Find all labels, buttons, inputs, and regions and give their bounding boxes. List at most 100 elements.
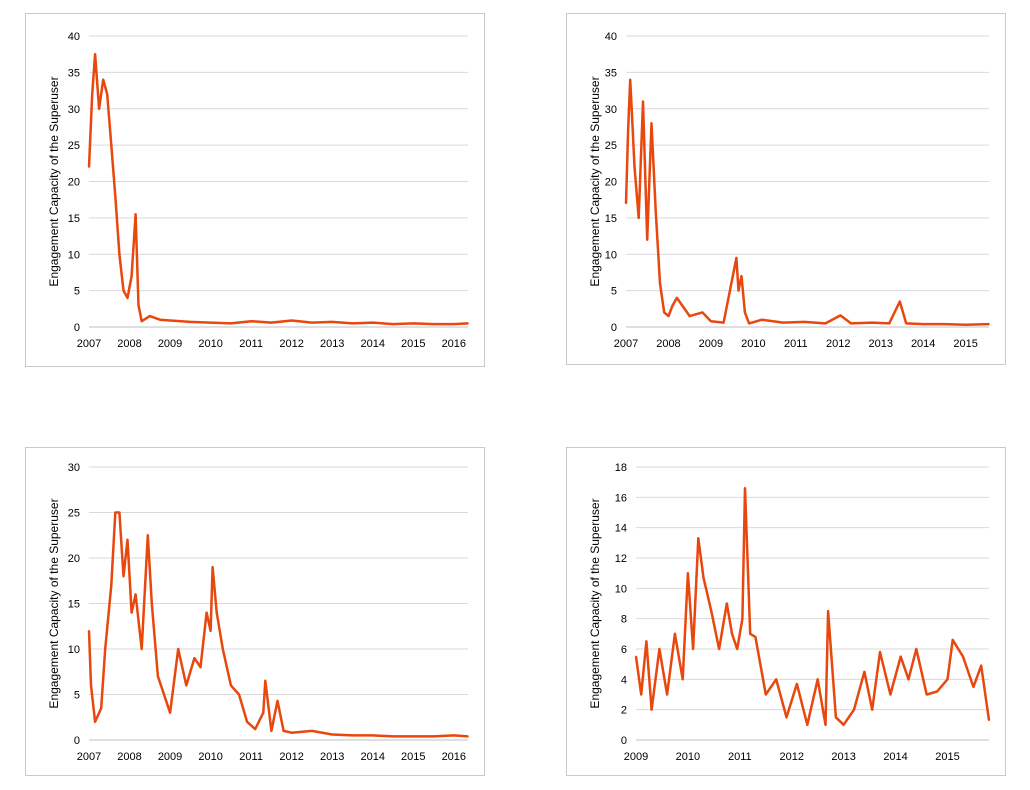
- x-tick-label: 2015: [401, 751, 425, 763]
- data-point: [150, 602, 153, 605]
- series-line-1: [87, 511, 469, 738]
- x-tick-label: 2012: [279, 751, 303, 763]
- data-point: [688, 315, 691, 317]
- data-point: [674, 632, 676, 635]
- data-point: [899, 655, 902, 658]
- data-point: [654, 209, 657, 212]
- data-point: [710, 320, 712, 323]
- data-point: [110, 144, 113, 147]
- x-tick-label: 2015: [953, 338, 977, 350]
- data-point: [100, 707, 103, 710]
- data-point: [735, 256, 738, 259]
- data-point: [254, 728, 257, 730]
- data-point: [159, 318, 161, 321]
- x-tick-label: 2013: [868, 338, 892, 350]
- y-tick-label: 20: [68, 553, 80, 565]
- data-point: [925, 693, 928, 696]
- x-tick-label: 2011: [239, 751, 263, 763]
- data-point: [311, 321, 313, 324]
- data-point: [824, 322, 827, 325]
- data-point: [646, 238, 649, 241]
- x-tick-label: 2012: [826, 338, 850, 350]
- y-tick-label: 10: [68, 249, 80, 261]
- y-tick-label: 15: [605, 213, 617, 225]
- data-point: [211, 566, 214, 568]
- data-point: [467, 735, 469, 738]
- data-point: [842, 723, 845, 726]
- y-tick-label: 35: [605, 67, 617, 79]
- data-point: [710, 610, 713, 612]
- data-point: [962, 655, 964, 658]
- data-point: [452, 734, 455, 737]
- y-tick-label: 40: [68, 31, 80, 43]
- data-point: [701, 311, 704, 314]
- data-point: [467, 322, 469, 325]
- data-point: [412, 322, 415, 325]
- x-tick-label: 2010: [198, 751, 222, 763]
- data-point: [667, 315, 670, 317]
- data-point: [209, 321, 212, 324]
- y-tick-label: 30: [68, 104, 80, 116]
- chart-panel-1: 0 5 10 15 20 25 30 35 40 2007 2008 2009 2010 2011 2012…: [25, 13, 485, 367]
- x-tick-label: 2016: [442, 751, 466, 763]
- data-point: [946, 678, 949, 681]
- y-tick-label: 35: [68, 67, 80, 79]
- x-tick-label: 2015: [935, 751, 959, 763]
- data-point: [871, 708, 874, 711]
- x-tick-label: 2008: [656, 338, 680, 350]
- x-tick-label: 2007: [614, 338, 638, 350]
- data-point: [645, 640, 648, 643]
- x-tick-label: 2007: [77, 338, 101, 350]
- data-point: [392, 323, 394, 325]
- x-tick-label: 2013: [320, 751, 344, 763]
- data-point: [853, 708, 855, 711]
- data-point: [331, 321, 334, 323]
- data-point: [126, 538, 129, 541]
- data-point: [209, 629, 212, 632]
- data-point: [785, 716, 788, 719]
- data-point: [740, 275, 743, 277]
- chart-1: 0 5 10 15 20 25 30 35 40 2007 2008 2009 2010 2011 2012…: [47, 31, 469, 350]
- data-point: [889, 693, 892, 696]
- x-tick-label: 2008: [117, 338, 141, 350]
- data-point: [671, 304, 674, 307]
- data-point: [221, 648, 224, 650]
- data-point: [371, 321, 374, 324]
- data-point: [972, 686, 975, 688]
- y-tick-label: 25: [68, 140, 80, 152]
- chart-3: 0 5 10 15 20 25 30 2007 2008 2009 2010 2011 2012 2013…: [47, 462, 469, 763]
- data-point: [282, 730, 285, 732]
- data-point: [629, 78, 632, 81]
- data-point: [351, 322, 354, 325]
- data-point: [229, 684, 232, 687]
- y-tick-label: 6: [621, 644, 627, 656]
- data-point: [839, 314, 842, 317]
- data-point: [102, 78, 105, 81]
- data-point: [760, 318, 763, 321]
- y-tick-label: 10: [68, 644, 80, 656]
- data-point: [290, 319, 293, 322]
- data-point: [633, 166, 636, 168]
- data-point: [782, 321, 784, 324]
- data-point: [692, 648, 695, 650]
- data-point: [189, 321, 192, 323]
- data-point: [625, 202, 627, 205]
- chart-panel-2: 0 5 10 15 20 25 30 35 40 2007 2008 2009 2010 2011 2012…: [566, 13, 1006, 365]
- data-point: [452, 323, 455, 325]
- data-point: [94, 720, 96, 723]
- data-point: [432, 735, 435, 738]
- data-point: [907, 678, 910, 681]
- y-tick-label: 12: [615, 553, 627, 565]
- data-point: [642, 100, 644, 103]
- y-tick-label: 30: [605, 104, 617, 116]
- data-point: [635, 655, 637, 658]
- y-axis-label: Engagement Capacity of the Superuser: [588, 76, 602, 286]
- data-point: [169, 711, 171, 714]
- data-point: [88, 629, 90, 632]
- data-point: [824, 723, 827, 726]
- data-point: [122, 575, 125, 578]
- data-point: [250, 320, 253, 323]
- y-tick-label: 40: [605, 31, 617, 43]
- data-point: [371, 734, 374, 737]
- data-point: [432, 323, 435, 325]
